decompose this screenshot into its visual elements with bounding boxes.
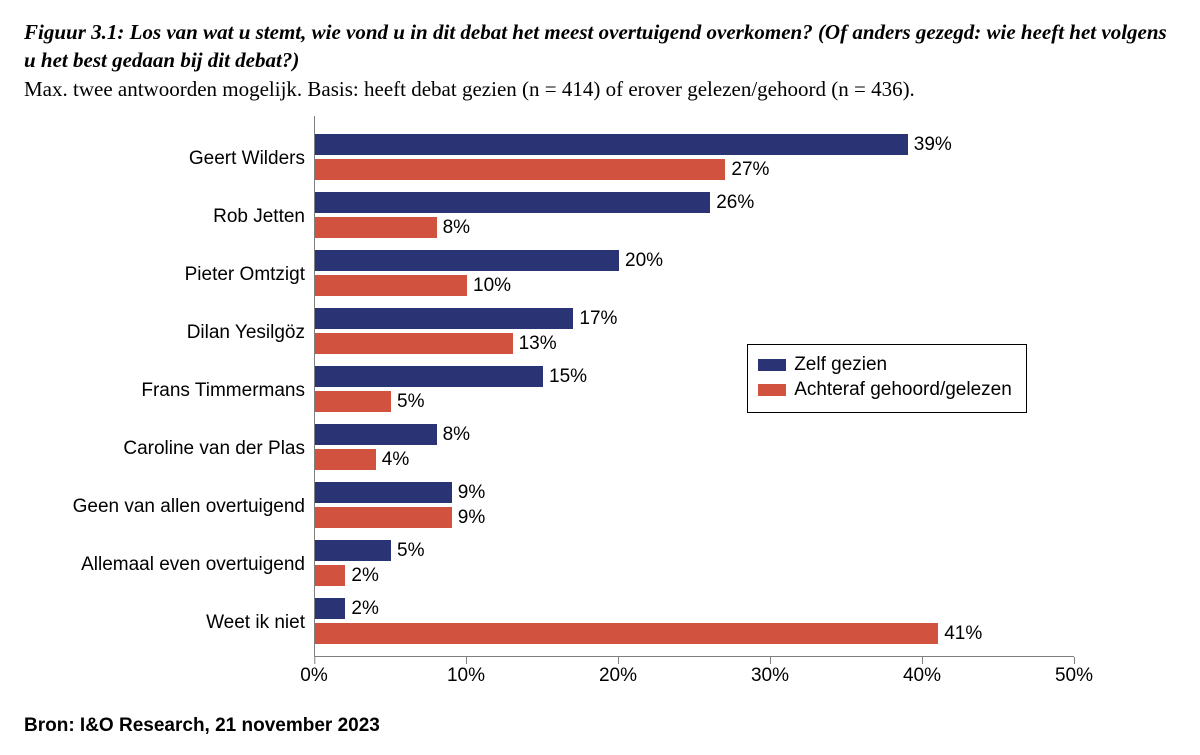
category-label: Allemaal even overtuigend (37, 554, 315, 576)
bar (315, 275, 467, 296)
category-label: Frans Timmermans (37, 380, 315, 402)
x-tick: 0% (300, 665, 327, 687)
bar-row: 10% (315, 275, 1074, 300)
category-label: Dilan Yesilgöz (37, 322, 315, 344)
value-label: 9% (458, 482, 485, 503)
category-label: Geert Wilders (37, 148, 315, 170)
value-label: 2% (351, 598, 378, 619)
bar (315, 192, 710, 213)
bar-row: Dilan Yesilgöz17% (315, 308, 1074, 333)
category-group: Weet ik niet2%41% (315, 598, 1074, 648)
bar (315, 391, 391, 412)
bar-row: Geert Wilders39% (315, 134, 1074, 159)
bar-row: Allemaal even overtuigend5% (315, 540, 1074, 565)
category-label: Geen van allen overtuigend (37, 496, 315, 518)
category-group: Pieter Omtzigt20%10% (315, 250, 1074, 300)
bar (315, 159, 725, 180)
legend-swatch (758, 359, 786, 371)
value-label: 13% (519, 333, 557, 354)
value-label: 26% (716, 192, 754, 213)
value-label: 8% (443, 217, 470, 238)
bar-row: 2% (315, 565, 1074, 590)
bar (315, 308, 573, 329)
bar (315, 333, 513, 354)
legend-label: Achteraf gehoord/gelezen (794, 379, 1012, 401)
bar (315, 507, 452, 528)
value-label: 5% (397, 540, 424, 561)
bar-row: 41% (315, 623, 1074, 648)
bar (315, 134, 908, 155)
category-group: Geen van allen overtuigend9%9% (315, 482, 1074, 532)
bar (315, 565, 345, 586)
source-line: Bron: I&O Research, 21 november 2023 (24, 715, 1176, 737)
category-label: Pieter Omtzigt (37, 264, 315, 286)
x-tick: 40% (903, 665, 941, 687)
value-label: 15% (549, 366, 587, 387)
category-group: Geert Wilders39%27% (315, 134, 1074, 184)
bar (315, 424, 437, 445)
bar-row: 9% (315, 507, 1074, 532)
x-tick: 50% (1055, 665, 1093, 687)
legend: Zelf gezien Achteraf gehoord/gelezen (747, 344, 1027, 413)
bar (315, 449, 376, 470)
category-label: Caroline van der Plas (37, 438, 315, 460)
bar (315, 623, 938, 644)
legend-item: Zelf gezien (758, 354, 1012, 376)
bar (315, 598, 345, 619)
figure-subtitle: Max. twee antwoorden mogelijk. Basis: he… (24, 77, 1176, 102)
bar-row: Weet ik niet2% (315, 598, 1074, 623)
bar (315, 482, 452, 503)
value-label: 39% (914, 134, 952, 155)
value-label: 5% (397, 391, 424, 412)
bar (315, 366, 543, 387)
category-group: Allemaal even overtuigend5%2% (315, 540, 1074, 590)
value-label: 20% (625, 250, 663, 271)
bar-row: Geen van allen overtuigend9% (315, 482, 1074, 507)
legend-swatch (758, 384, 786, 396)
bar-row: 4% (315, 449, 1074, 474)
figure-title: Figuur 3.1: Los van wat u stemt, wie von… (24, 18, 1176, 75)
value-label: 8% (443, 424, 470, 445)
value-label: 2% (351, 565, 378, 586)
bar (315, 540, 391, 561)
bar-chart: Geert Wilders39%27%Rob Jetten26%8%Pieter… (36, 116, 1176, 697)
x-tick: 10% (447, 665, 485, 687)
x-tick: 20% (599, 665, 637, 687)
bar-row: 27% (315, 159, 1074, 184)
legend-label: Zelf gezien (794, 354, 887, 376)
legend-item: Achteraf gehoord/gelezen (758, 379, 1012, 401)
bar-row: Pieter Omtzigt20% (315, 250, 1074, 275)
category-label: Weet ik niet (37, 612, 315, 634)
value-label: 4% (382, 449, 409, 470)
x-tick: 30% (751, 665, 789, 687)
bar-row: 8% (315, 217, 1074, 242)
value-label: 27% (731, 159, 769, 180)
category-group: Rob Jetten26%8% (315, 192, 1074, 242)
category-label: Rob Jetten (37, 206, 315, 228)
bar (315, 217, 437, 238)
value-label: 10% (473, 275, 511, 296)
bar-row: Rob Jetten26% (315, 192, 1074, 217)
bar (315, 250, 619, 271)
value-label: 17% (579, 308, 617, 329)
x-axis: 0%10%20%30%40%50% (314, 657, 1074, 697)
value-label: 41% (944, 623, 982, 644)
bar-row: Caroline van der Plas8% (315, 424, 1074, 449)
value-label: 9% (458, 507, 485, 528)
category-group: Caroline van der Plas8%4% (315, 424, 1074, 474)
